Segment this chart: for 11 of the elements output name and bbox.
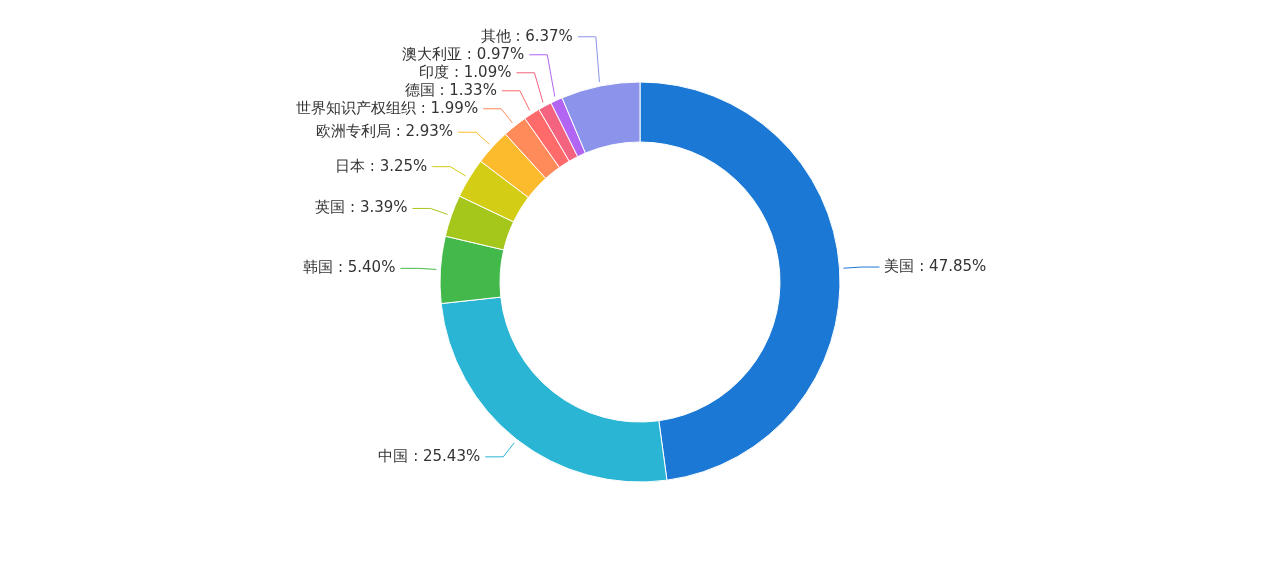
slice-label: 韩国 : 5.40% (303, 258, 396, 277)
slice-label: 其他 : 6.37% (480, 26, 573, 45)
slice-label: 中国 : 25.43% (378, 446, 481, 465)
slice-label: 欧洲专利局 : 2.93% (315, 122, 454, 141)
slice-label: 印度 : 1.09% (419, 62, 512, 81)
slice-label: 澳大利亚 : 0.97% (402, 44, 525, 63)
slice-label: 世界知识产权组织 : 1.99% (295, 98, 479, 117)
slice-label: 美国 : 47.85% (884, 256, 987, 275)
slice-label: 英国 : 3.39% (315, 198, 408, 217)
slice-label: 日本 : 3.25% (335, 156, 428, 175)
slice-label: 德国 : 1.33% (404, 80, 497, 99)
